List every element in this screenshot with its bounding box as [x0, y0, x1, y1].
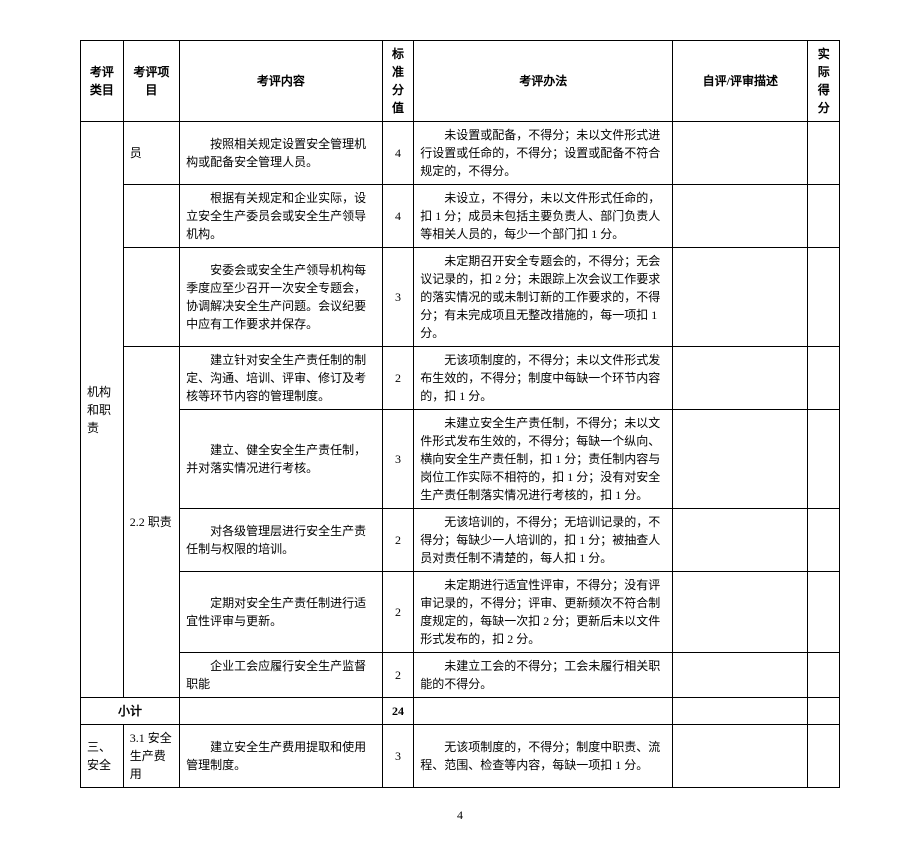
subtotal-label: 小计: [81, 698, 180, 725]
cell-method: 无该培训的，不得分；无培训记录的，不得分；每缺少一人培训的，扣 1 分；被抽查人…: [414, 509, 673, 572]
cell-content: 对各级管理层进行安全生产责任制与权限的培训。: [180, 509, 383, 572]
cell-score: 2: [382, 509, 414, 572]
cell-self: [673, 653, 808, 698]
cell-actual: [808, 572, 840, 653]
cell-actual: [808, 410, 840, 509]
cell-score: 3: [382, 410, 414, 509]
cell-item: 2.2 职责: [123, 347, 179, 698]
cell-content: 根据有关规定和企业实际，设立安全生产委员会或安全生产领导机构。: [180, 185, 383, 248]
table-row: 建立、健全安全生产责任制，并对落实情况进行考核。 3 未建立安全生产责任制，不得…: [81, 410, 840, 509]
cell-content: 建立安全生产费用提取和使用管理制度。: [180, 725, 383, 788]
header-score: 标准分值: [382, 41, 414, 122]
cell-self: [673, 347, 808, 410]
subtotal-empty: [180, 698, 383, 725]
table-row: 企业工会应履行安全生产监督职能 2 未建立工会的不得分；工会未履行相关职能的不得…: [81, 653, 840, 698]
page-number: 4: [80, 808, 840, 823]
evaluation-table: 考评类目 考评项目 考评内容 标准分值 考评办法 自评/评审描述 实际得分 机构…: [80, 40, 840, 788]
cell-self: [673, 248, 808, 347]
cell-score: 3: [382, 725, 414, 788]
cell-category: 三、安全: [81, 725, 124, 788]
cell-actual: [808, 725, 840, 788]
table-row: 机构和职责 员 按照相关规定设置安全管理机构或配备安全管理人员。 4 未设置或配…: [81, 122, 840, 185]
cell-actual: [808, 185, 840, 248]
cell-method: 无该项制度的，不得分；制度中职责、流程、范围、检查等内容，每缺一项扣 1 分。: [414, 725, 673, 788]
table-row: 2.2 职责 建立针对安全生产责任制的制定、沟通、培训、评审、修订及考核等环节内…: [81, 347, 840, 410]
header-item: 考评项目: [123, 41, 179, 122]
table-row: 根据有关规定和企业实际，设立安全生产委员会或安全生产领导机构。 4 未设立，不得…: [81, 185, 840, 248]
cell-actual: [808, 347, 840, 410]
cell-self: [673, 509, 808, 572]
cell-method: 未定期召开安全专题会的，不得分；无会议记录的，扣 2 分；未跟踪上次会议工作要求…: [414, 248, 673, 347]
header-content: 考评内容: [180, 41, 383, 122]
cell-self: [673, 410, 808, 509]
header-self: 自评/评审描述: [673, 41, 808, 122]
cell-content: 按照相关规定设置安全管理机构或配备安全管理人员。: [180, 122, 383, 185]
table-row: 对各级管理层进行安全生产责任制与权限的培训。 2 无该培训的，不得分；无培训记录…: [81, 509, 840, 572]
header-method: 考评办法: [414, 41, 673, 122]
cell-score: 4: [382, 122, 414, 185]
cell-self: [673, 185, 808, 248]
cell-method: 未设置或配备，不得分；未以文件形式进行设置或任命的，不得分；设置或配备不符合规定…: [414, 122, 673, 185]
header-category: 考评类目: [81, 41, 124, 122]
cell-score: 2: [382, 572, 414, 653]
subtotal-empty: [673, 698, 808, 725]
cell-actual: [808, 122, 840, 185]
cell-actual: [808, 509, 840, 572]
cell-item: [123, 185, 179, 248]
cell-self: [673, 122, 808, 185]
cell-method: 未设立，不得分，未以文件形式任命的，扣 1 分；成员未包括主要负责人、部门负责人…: [414, 185, 673, 248]
cell-score: 2: [382, 347, 414, 410]
cell-content: 企业工会应履行安全生产监督职能: [180, 653, 383, 698]
table-row: 定期对安全生产责任制进行适宜性评审与更新。 2 未定期进行适宜性评审，不得分；没…: [81, 572, 840, 653]
subtotal-value: 24: [382, 698, 414, 725]
cell-actual: [808, 653, 840, 698]
cell-content: 建立针对安全生产责任制的制定、沟通、培训、评审、修订及考核等环节内容的管理制度。: [180, 347, 383, 410]
cell-item: 员: [123, 122, 179, 185]
cell-content: 安委会或安全生产领导机构每季度应至少召开一次安全专题会，协调解决安全生产问题。会…: [180, 248, 383, 347]
header-actual: 实际得分: [808, 41, 840, 122]
cell-self: [673, 725, 808, 788]
cell-content: 建立、健全安全生产责任制，并对落实情况进行考核。: [180, 410, 383, 509]
cell-self: [673, 572, 808, 653]
subtotal-empty: [808, 698, 840, 725]
header-row: 考评类目 考评项目 考评内容 标准分值 考评办法 自评/评审描述 实际得分: [81, 41, 840, 122]
cell-item: [123, 248, 179, 347]
cell-category: 机构和职责: [81, 122, 124, 698]
cell-content: 定期对安全生产责任制进行适宜性评审与更新。: [180, 572, 383, 653]
subtotal-empty: [414, 698, 673, 725]
cell-method: 无该项制度的，不得分；未以文件形式发布生效的，不得分；制度中每缺一个环节内容的，…: [414, 347, 673, 410]
cell-item: 3.1 安全生产费用: [123, 725, 179, 788]
table-row: 三、安全 3.1 安全生产费用 建立安全生产费用提取和使用管理制度。 3 无该项…: [81, 725, 840, 788]
subtotal-row: 小计 24: [81, 698, 840, 725]
table-row: 安委会或安全生产领导机构每季度应至少召开一次安全专题会，协调解决安全生产问题。会…: [81, 248, 840, 347]
cell-score: 2: [382, 653, 414, 698]
cell-actual: [808, 248, 840, 347]
cell-method: 未定期进行适宜性评审，不得分；没有评审记录的，不得分；评审、更新频次不符合制度规…: [414, 572, 673, 653]
cell-method: 未建立安全生产责任制，不得分；未以文件形式发布生效的，不得分；每缺一个纵向、横向…: [414, 410, 673, 509]
cell-score: 4: [382, 185, 414, 248]
cell-score: 3: [382, 248, 414, 347]
cell-method: 未建立工会的不得分；工会未履行相关职能的不得分。: [414, 653, 673, 698]
